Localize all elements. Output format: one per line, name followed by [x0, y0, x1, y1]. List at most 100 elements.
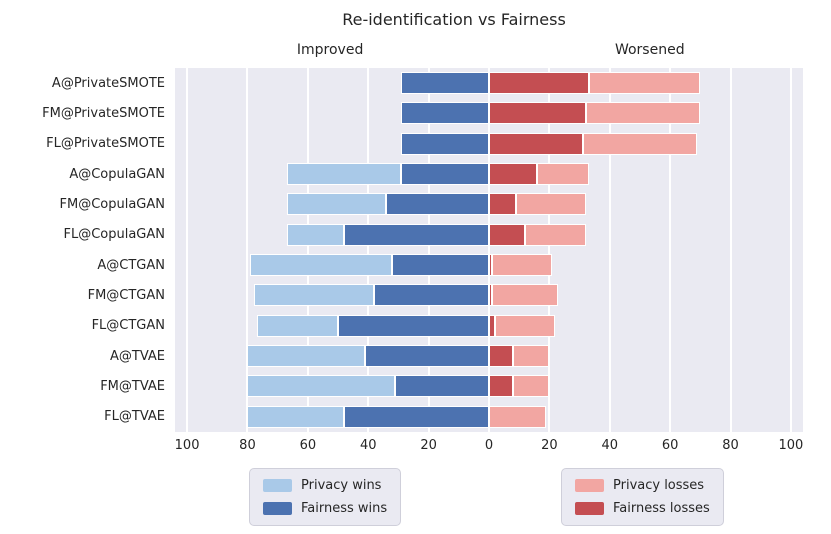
- bar-segment-privacy-wins: [247, 345, 366, 368]
- bar-row: [175, 129, 803, 159]
- y-tick-label: FM@TVAE: [100, 378, 165, 394]
- bar-row: [175, 402, 803, 432]
- x-tick-label: 20: [420, 438, 437, 453]
- column-annotations: Improved Worsened: [175, 42, 803, 60]
- privacy-losses-swatch: [575, 479, 604, 492]
- gridline: [367, 68, 370, 432]
- x-tick-label: 80: [239, 438, 256, 453]
- bar-segment-fairness-wins: [395, 375, 489, 398]
- gridline: [186, 68, 189, 432]
- bar-segment-fairness-losses: [489, 132, 583, 155]
- bar-segment-fairness-wins: [401, 132, 489, 155]
- chart-title: Re-identification vs Fairness: [342, 10, 566, 29]
- legend-item-privacy-losses: Privacy losses: [575, 478, 710, 493]
- bar-segment-fairness-wins: [374, 284, 489, 307]
- y-tick-label: FL@PrivateSMOTE: [46, 136, 165, 152]
- bar-segment-fairness-losses: [489, 345, 514, 368]
- bar-segment-fairness-wins: [401, 72, 489, 95]
- bar-segment-privacy-losses: [516, 193, 586, 216]
- x-tick-label: 80: [722, 438, 739, 453]
- bar-segment-privacy-losses: [495, 314, 556, 337]
- x-tick-label: 40: [359, 438, 377, 453]
- y-tick-label: A@CopulaGAN: [69, 166, 165, 182]
- y-tick-label: FL@TVAE: [104, 409, 165, 425]
- x-tick-label: 100: [174, 438, 200, 453]
- gridline: [306, 68, 309, 432]
- bar-segment-privacy-wins: [286, 163, 402, 186]
- bar-segment-privacy-losses: [513, 345, 550, 368]
- bar-row: [175, 98, 803, 128]
- bar-segment-privacy-losses: [585, 102, 701, 125]
- bar-segment-fairness-losses: [489, 223, 526, 246]
- bar-segment-privacy-losses: [582, 132, 698, 155]
- y-tick-label: A@CTGAN: [97, 257, 165, 273]
- y-tick-label: FL@CTGAN: [91, 318, 165, 334]
- bar-row: [175, 341, 803, 371]
- bar-segment-privacy-losses: [489, 405, 547, 428]
- bar-segment-fairness-losses: [489, 72, 589, 95]
- x-tick-label: 40: [601, 438, 619, 453]
- x-tick-label: 20: [541, 438, 558, 453]
- gridline: [246, 68, 249, 432]
- bar-row: [175, 220, 803, 250]
- bar-segment-privacy-losses: [492, 254, 553, 277]
- bar-segment-privacy-wins: [253, 284, 375, 307]
- gridline: [427, 68, 430, 432]
- x-tick-label: 100: [778, 438, 804, 453]
- bar-row: [175, 311, 803, 341]
- privacy-wins-label: Privacy wins: [301, 478, 382, 493]
- bar-segment-privacy-losses: [588, 72, 701, 95]
- legend-losses: Privacy losses Fairness losses: [561, 468, 724, 526]
- bar-segment-fairness-losses: [489, 284, 493, 307]
- bar-segment-fairness-losses: [489, 163, 538, 186]
- bar-segment-fairness-losses: [489, 102, 586, 125]
- bar-segment-fairness-wins: [401, 102, 489, 125]
- legend-item-fairness-losses: Fairness losses: [575, 501, 710, 516]
- bar-segment-privacy-wins: [247, 375, 396, 398]
- worsened-annotation: Worsened: [614, 42, 685, 58]
- bar-segment-fairness-wins: [401, 163, 489, 186]
- y-tick-label: FL@CopulaGAN: [63, 227, 165, 243]
- bar-segment-fairness-wins: [386, 193, 489, 216]
- x-tick-label: 60: [299, 438, 317, 453]
- bar-row: [175, 250, 803, 280]
- fairness-wins-label: Fairness wins: [301, 501, 388, 516]
- gridline: [729, 68, 732, 432]
- bar-segment-fairness-losses: [489, 314, 496, 337]
- bar-row: [175, 280, 803, 310]
- privacy-losses-label: Privacy losses: [613, 478, 705, 493]
- y-tick-label: FM@CTGAN: [87, 287, 165, 303]
- gridline: [608, 68, 611, 432]
- fairness-losses-swatch: [575, 502, 604, 515]
- x-tick-label: 0: [484, 438, 494, 453]
- gridline: [789, 68, 792, 432]
- y-tick-label: FM@CopulaGAN: [59, 196, 166, 212]
- y-axis-labels: A@PrivateSMOTE FM@PrivateSMOTE FL@PrivateS…: [0, 68, 165, 432]
- gridline: [488, 68, 490, 432]
- bar-segment-fairness-losses: [489, 193, 517, 216]
- bar-segment-fairness-wins: [392, 254, 489, 277]
- bar-segment-privacy-wins: [250, 254, 393, 277]
- privacy-wins-swatch: [263, 479, 292, 492]
- bar-segment-fairness-wins: [365, 345, 489, 368]
- fairness-wins-swatch: [263, 502, 292, 515]
- bar-row: [175, 189, 803, 219]
- bar-segment-privacy-losses: [513, 375, 550, 398]
- legend-item-fairness-wins: Fairness wins: [263, 501, 387, 516]
- y-tick-label: A@PrivateSMOTE: [51, 75, 165, 91]
- gridline: [548, 68, 551, 432]
- plot-area: [175, 68, 803, 432]
- gridline: [669, 68, 672, 432]
- bar-row: [175, 371, 803, 401]
- bar-segment-privacy-wins: [247, 405, 345, 428]
- improved-annotation: Improved: [296, 42, 364, 58]
- bar-segment-fairness-losses: [489, 254, 493, 277]
- x-axis-labels: 100 80 60 40 20 0 20 40 60 80 100: [174, 438, 804, 456]
- legend-item-privacy-wins: Privacy wins: [263, 478, 387, 493]
- bar-segment-privacy-losses: [537, 163, 589, 186]
- bar-row: [175, 68, 803, 98]
- y-tick-label: FM@PrivateSMOTE: [42, 105, 165, 121]
- fairness-losses-label: Fairness losses: [613, 501, 710, 516]
- bar-segment-privacy-wins: [286, 193, 387, 216]
